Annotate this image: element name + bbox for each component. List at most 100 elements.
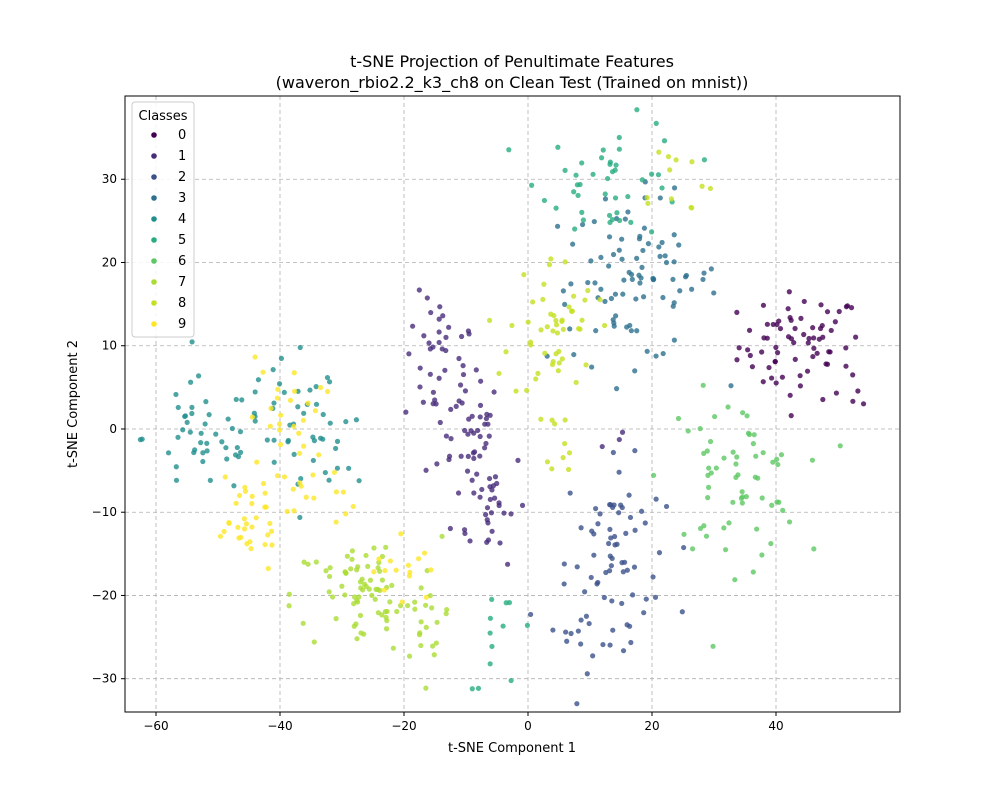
legend-marker-7 <box>151 279 157 285</box>
scatter-point-class-4 <box>291 451 297 457</box>
scatter-point-class-2 <box>632 448 638 454</box>
scatter-point-class-8 <box>544 459 551 465</box>
scatter-point-class-3 <box>660 350 666 357</box>
scatter-point-class-4 <box>271 400 277 406</box>
scatter-point-class-1 <box>446 456 452 463</box>
scatter-point-class-1 <box>483 512 489 518</box>
scatter-point-class-0 <box>736 345 742 351</box>
scatter-point-class-5 <box>555 144 561 150</box>
scatter-point-class-4 <box>264 437 270 443</box>
scatter-point-class-7 <box>326 573 333 580</box>
scatter-point-class-8 <box>503 349 509 355</box>
scatter-point-class-4 <box>231 483 237 489</box>
scatter-point-class-2 <box>628 639 634 646</box>
scatter-point-class-8 <box>554 330 561 336</box>
scatter-point-class-7 <box>418 642 424 649</box>
scatter-point-class-3 <box>567 326 573 332</box>
scatter-point-class-9 <box>296 430 302 436</box>
scatter-point-class-9 <box>291 370 297 376</box>
scatter-point-class-0 <box>804 368 811 374</box>
legend-marker-0 <box>151 132 157 138</box>
scatter-point-class-8 <box>553 317 559 324</box>
scatter-point-class-0 <box>797 373 803 379</box>
scatter-point-class-1 <box>434 461 440 467</box>
scatter-point-class-7 <box>382 609 388 615</box>
scatter-point-class-4 <box>301 410 307 416</box>
scatter-point-class-2 <box>593 505 599 512</box>
scatter-point-class-6 <box>703 533 710 539</box>
scatter-point-class-9 <box>423 594 429 600</box>
scatter-point-class-3 <box>728 383 734 389</box>
scatter-point-class-2 <box>620 648 627 654</box>
scatter-point-class-2 <box>528 611 534 618</box>
scatter-point-class-0 <box>820 396 826 403</box>
scatter-point-class-7 <box>330 594 336 600</box>
scatter-point-class-8 <box>530 299 536 305</box>
scatter-point-class-2 <box>561 561 567 567</box>
scatter-point-class-3 <box>644 348 650 354</box>
scatter-point-class-1 <box>489 487 495 493</box>
scatter-point-class-5 <box>469 686 475 692</box>
scatter-point-class-6 <box>721 455 727 461</box>
scatter-point-class-5 <box>553 205 559 211</box>
scatter-point-class-4 <box>188 379 194 385</box>
scatter-point-class-3 <box>620 291 626 297</box>
scatter-point-class-8 <box>533 376 539 382</box>
scatter-point-class-2 <box>622 559 628 565</box>
scatter-point-class-1 <box>487 496 493 503</box>
scatter-point-class-1 <box>477 453 483 459</box>
legend-marker-6 <box>151 258 157 264</box>
scatter-point-class-3 <box>671 232 677 238</box>
scatter-point-class-7 <box>342 592 348 598</box>
scatter-point-class-3 <box>671 337 677 343</box>
scatter-point-class-9 <box>262 541 268 548</box>
legend-label-0: 0 <box>178 128 186 143</box>
scatter-point-class-6 <box>770 459 776 465</box>
scatter-point-class-3 <box>677 288 683 294</box>
scatter-point-class-7 <box>333 616 339 622</box>
scatter-point-class-5 <box>562 167 568 173</box>
scatter-point-class-4 <box>326 477 332 483</box>
scatter-point-class-9 <box>301 443 307 449</box>
scatter-point-class-7 <box>390 645 396 651</box>
scatter-point-class-7 <box>365 563 371 569</box>
scatter-point-class-8 <box>689 159 695 165</box>
scatter-point-class-2 <box>575 628 581 634</box>
scatter-point-class-5 <box>572 226 578 232</box>
scatter-point-class-3 <box>591 218 597 225</box>
scatter-point-class-2 <box>591 531 597 537</box>
scatter-point-class-9 <box>371 569 377 575</box>
scatter-point-class-7 <box>367 577 374 583</box>
scatter-point-class-1 <box>458 453 464 459</box>
scatter-point-class-0 <box>734 357 740 363</box>
scatter-point-class-2 <box>550 627 556 633</box>
scatter-point-class-2 <box>663 503 670 510</box>
x-tick-label: −60 <box>143 719 168 733</box>
scatter-point-class-9 <box>277 441 284 448</box>
scatter-point-class-3 <box>632 368 638 374</box>
scatter-point-class-0 <box>810 353 816 360</box>
scatter-point-class-8 <box>668 196 675 202</box>
scatter-point-class-9 <box>265 565 271 572</box>
scatter-point-class-3 <box>562 301 568 308</box>
scatter-point-class-3 <box>606 234 613 240</box>
scatter-point-class-9 <box>281 474 288 480</box>
scatter-point-class-6 <box>707 438 714 445</box>
scatter-point-class-9 <box>291 508 297 514</box>
scatter-point-class-4 <box>311 438 318 444</box>
scatter-point-class-7 <box>301 559 307 565</box>
scatter-point-class-8 <box>550 328 556 334</box>
scatter-point-class-8 <box>556 360 562 366</box>
scatter-point-class-6 <box>778 452 785 458</box>
y-tick-label: −30 <box>92 672 117 686</box>
scatter-point-class-2 <box>606 540 612 547</box>
scatter-point-class-8 <box>560 455 566 461</box>
scatter-point-class-9 <box>297 480 303 486</box>
scatter-point-class-8 <box>559 356 565 362</box>
scatter-point-class-9 <box>296 450 303 456</box>
scatter-point-class-7 <box>423 685 429 691</box>
scatter-point-class-0 <box>819 322 825 329</box>
scatter-point-class-1 <box>474 471 480 477</box>
scatter-point-class-7 <box>433 640 439 646</box>
scatter-point-class-3 <box>598 254 604 261</box>
